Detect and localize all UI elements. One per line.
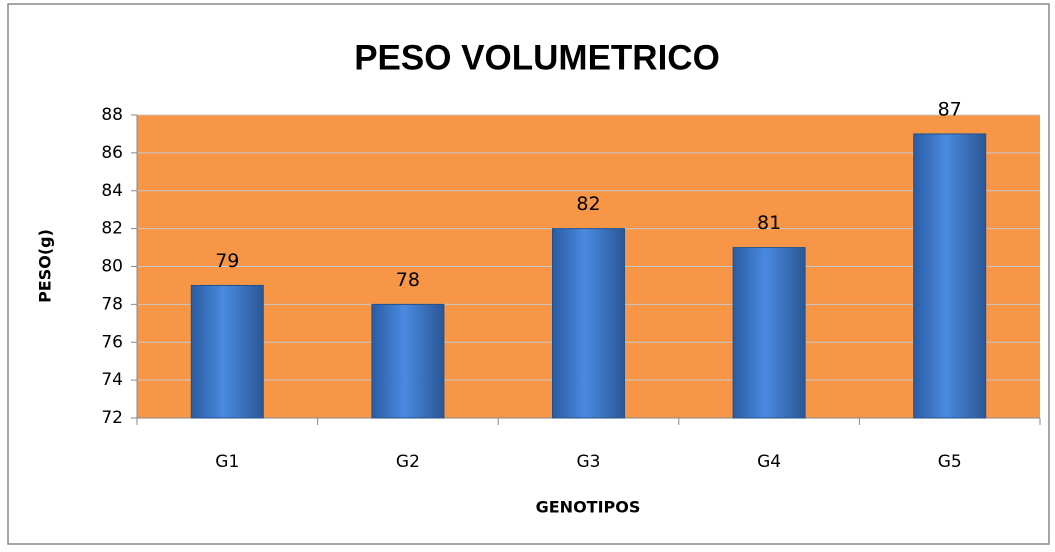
bar [732,247,806,419]
x-tick-label: G1 [215,452,239,472]
chart-title: PESO VOLUMETRICO [354,38,720,77]
data-label: 81 [757,212,781,234]
x-tick-label: G3 [577,452,601,472]
bar [190,284,264,419]
x-tick-label: G2 [396,452,420,472]
y-tick-label: 84 [101,181,123,201]
x-axis-label: GENOTIPOS [536,498,641,517]
data-label: 79 [215,250,239,272]
y-axis-label: PESO(g) [36,229,55,303]
y-tick-label: 72 [101,408,123,428]
y-tick-label: 74 [101,370,123,390]
y-tick-label: 86 [101,143,123,163]
bar [913,133,987,419]
bar [371,303,445,419]
x-tick-label: G5 [938,452,962,472]
y-tick-label: 88 [101,105,123,125]
data-label: 82 [576,193,600,215]
y-tick-label: 78 [101,294,123,314]
x-tick-label: G4 [757,452,781,472]
y-tick-label: 82 [101,219,123,239]
data-label: 87 [938,98,962,120]
bar [552,228,625,419]
y-tick-label: 80 [101,257,123,277]
data-label: 78 [396,269,420,291]
y-tick-label: 76 [101,332,123,352]
